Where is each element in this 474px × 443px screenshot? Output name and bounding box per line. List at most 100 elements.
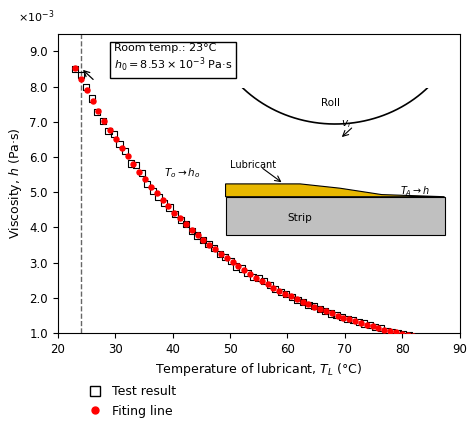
Test result: [260, 278, 268, 285]
Test result: [249, 273, 257, 280]
Test result: [355, 319, 363, 326]
Fiting line: [293, 295, 301, 303]
Fiting line: [421, 335, 429, 342]
Fiting line: [235, 263, 242, 270]
Fiting line: [275, 287, 283, 294]
Fiting line: [176, 215, 184, 222]
Fiting line: [129, 161, 137, 168]
Test result: [405, 332, 412, 339]
Test result: [99, 117, 107, 124]
Test result: [227, 257, 235, 264]
Fiting line: [240, 267, 248, 274]
Fiting line: [205, 241, 213, 249]
Fiting line: [398, 330, 406, 338]
Fiting line: [159, 197, 166, 204]
Test result: [177, 217, 184, 224]
Test result: [144, 180, 151, 187]
Fiting line: [258, 277, 265, 284]
Fiting line: [182, 221, 190, 228]
Test result: [149, 187, 157, 194]
Text: $T_o \rightarrow h_o$: $T_o \rightarrow h_o$: [164, 166, 201, 180]
Test result: [77, 71, 84, 78]
Fiting line: [299, 298, 306, 305]
Test result: [182, 221, 190, 228]
Test result: [394, 330, 401, 337]
Fiting line: [270, 284, 277, 291]
Fiting line: [229, 259, 237, 266]
Y-axis label: Viscosity, $h$ (Pa·s): Viscosity, $h$ (Pa·s): [7, 128, 24, 239]
Fiting line: [188, 226, 196, 233]
Fiting line: [223, 255, 230, 262]
Test result: [188, 228, 196, 235]
Test result: [199, 237, 207, 244]
Test result: [338, 314, 346, 321]
Fiting line: [334, 312, 341, 319]
Test result: [238, 265, 246, 272]
Fiting line: [410, 333, 417, 340]
Fiting line: [217, 250, 225, 257]
Fiting line: [415, 334, 423, 341]
Test result: [333, 311, 340, 319]
Test result: [321, 307, 329, 315]
Test result: [360, 320, 368, 327]
Fiting line: [136, 168, 143, 175]
Fiting line: [374, 325, 382, 332]
Fiting line: [404, 332, 411, 339]
Fiting line: [83, 87, 91, 94]
Test result: [155, 194, 162, 201]
Fiting line: [340, 314, 347, 321]
Test result: [416, 334, 424, 341]
Test result: [372, 323, 379, 330]
Test result: [93, 108, 101, 115]
Test result: [288, 293, 296, 300]
Test result: [349, 316, 357, 323]
Fiting line: [363, 321, 371, 328]
Fiting line: [328, 310, 336, 317]
Fiting line: [357, 319, 365, 326]
Fiting line: [124, 152, 131, 159]
Test result: [327, 310, 335, 317]
Test result: [316, 306, 324, 313]
Test result: [105, 127, 112, 134]
Legend: Test result, Fiting line: Test result, Fiting line: [84, 381, 181, 423]
Fiting line: [77, 76, 85, 83]
Test result: [216, 250, 223, 257]
Text: Room temp.: 23°C
$h_0 = 8.53 \times 10^{-3}$ Pa·s: Room temp.: 23°C $h_0 = 8.53 \times 10^{…: [114, 43, 232, 74]
Test result: [344, 316, 351, 323]
Test result: [244, 270, 251, 277]
Test result: [427, 337, 435, 344]
Test result: [116, 140, 123, 148]
Test result: [71, 66, 79, 73]
Test result: [127, 160, 135, 167]
Test result: [121, 148, 129, 155]
Fiting line: [194, 231, 201, 238]
Fiting line: [287, 293, 295, 300]
Fiting line: [153, 190, 161, 197]
Fiting line: [211, 246, 219, 253]
Test result: [310, 303, 318, 310]
Fiting line: [200, 237, 207, 244]
Test result: [283, 290, 290, 297]
Test result: [88, 95, 96, 102]
Test result: [299, 299, 307, 306]
Fiting line: [381, 326, 388, 333]
Fiting line: [164, 203, 172, 210]
Test result: [166, 204, 173, 211]
Test result: [266, 281, 273, 288]
Fiting line: [141, 176, 149, 183]
Test result: [366, 322, 374, 329]
Test result: [305, 302, 312, 309]
Fiting line: [369, 323, 376, 330]
Fiting line: [118, 144, 126, 152]
Test result: [277, 289, 284, 296]
Test result: [221, 253, 229, 260]
Test result: [172, 210, 179, 218]
Test result: [233, 263, 240, 270]
Fiting line: [310, 303, 318, 310]
Fiting line: [171, 209, 178, 216]
Fiting line: [305, 301, 312, 308]
Fiting line: [264, 281, 272, 288]
Fiting line: [386, 327, 394, 334]
Test result: [205, 241, 212, 248]
Fiting line: [106, 127, 114, 134]
